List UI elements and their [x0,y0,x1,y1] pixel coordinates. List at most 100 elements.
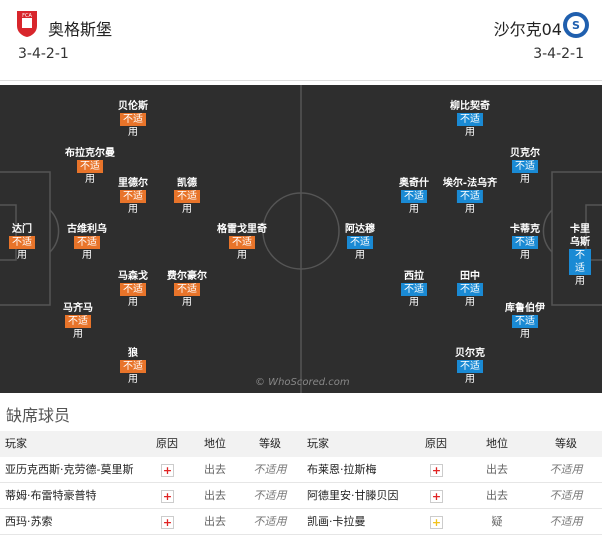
player-badge-tail: 用 [128,374,138,385]
player: 布拉克尔曼 不适用 [65,147,115,186]
player-badge-tail: 用 [520,250,530,261]
home-formation: 3-4-2-1 [18,46,69,62]
player-badge-tail: 用 [409,297,419,308]
player-badge: 不适 [569,249,591,275]
rating: 不适用 [549,463,583,476]
player-badge-tail: 用 [85,174,95,185]
player-name[interactable]: 里德尔 [118,178,148,189]
player-badge-tail: 用 [182,297,192,308]
reason-icon: + [430,516,443,529]
player-badge-tail: 用 [355,250,365,261]
player-badge-tail: 用 [520,174,530,185]
reason-icon: + [161,516,174,529]
player-name[interactable]: 古维利乌 [67,224,107,235]
player-name[interactable]: 布莱恩·拉斯梅 [307,463,377,476]
player-badge-tail: 用 [237,250,247,261]
column-header: 等级 [555,437,577,450]
player: 古维利乌 不适用 [67,223,107,262]
player-badge: 不适 [9,236,35,249]
player: 贝克尔 不适用 [510,147,540,186]
reason-icon: + [161,490,174,503]
player-badge: 不适 [74,236,100,249]
player: 马齐马 不适用 [63,302,93,341]
away-logo: S [563,12,589,38]
player-badge: 不适 [77,160,103,173]
column-header: 地位 [486,437,508,450]
reason-icon: + [430,490,443,503]
player-badge-tail: 用 [73,329,83,340]
player: 格雷戈里奇 不适用 [217,223,267,262]
home-team[interactable]: 奥格斯堡 [48,20,113,39]
player-name[interactable]: 达门 [12,224,32,235]
player: 狼不适用 [120,347,146,386]
away-team[interactable]: 沙尔克04 [493,20,562,39]
player-name[interactable]: 柳比契奇 [450,101,490,112]
status: 疑 [491,515,503,528]
player-badge: 不适 [512,315,538,328]
player-name[interactable]: 奥奇什 [399,178,429,189]
player-badge-tail: 用 [182,204,192,215]
player-name[interactable]: 西拉 [404,271,424,282]
player-name[interactable]: 亚历克西斯·克劳德-莫里斯 [5,463,134,476]
row-divider [0,534,602,535]
player-badge: 不适 [401,283,427,296]
player-badge-tail: 用 [465,297,475,308]
player-name[interactable]: 库鲁伯伊 [505,303,545,314]
table-header-bg [0,431,602,457]
player-badge-tail: 用 [82,250,92,261]
player-name[interactable]: 阿达穆 [345,224,375,235]
player-badge-tail: 用 [128,204,138,215]
rating: 不适用 [253,489,287,502]
player-badge: 不适 [457,360,483,373]
header: FCA 奥格斯堡 3-4-2-1 沙尔克04 S 3-4-2-1 [0,0,602,81]
row-divider [0,508,602,509]
player-badge-tail: 用 [465,374,475,385]
player-name[interactable]: 布拉克尔曼 [65,148,115,159]
player-name[interactable]: 凯画·卡拉曼 [307,515,366,528]
player-name[interactable]: 贝尔克 [455,348,485,359]
player-badge: 不适 [65,315,91,328]
player: 凯德 不适用 [174,177,200,216]
player-badge-tail: 用 [409,204,419,215]
svg-text:S: S [572,19,580,32]
player-badge: 不适 [512,160,538,173]
player-name[interactable]: 田中 [460,271,480,282]
rating: 不适用 [549,489,583,502]
player-badge-tail: 用 [465,127,475,138]
player-name[interactable]: 蒂姆·布雷特豪普特 [5,489,97,502]
player-badge: 不适 [174,190,200,203]
absent-table: 玩家 原因 地位 等级 玩家 原因 地位 等级 亚历克西斯·克劳德-莫里斯 + 出去 不适用 布莱恩·拉… [0,431,602,548]
player-name[interactable]: 阿德里安·甘滕贝因 [307,489,399,502]
player-name[interactable]: 埃尔-法乌齐 [442,178,498,189]
player: 卡里乌斯 不适用 [569,223,591,288]
player-name[interactable]: 卡里乌斯 [570,224,590,248]
player-badge-tail: 用 [465,204,475,215]
home-logo: FCA [17,11,37,37]
player: 里德尔 不适用 [118,177,148,216]
status: 出去 [204,515,226,528]
player-name[interactable]: 马森戈 [118,271,148,282]
status: 出去 [486,489,508,502]
row-divider [0,482,602,483]
player: 库鲁伯伊 不适用 [505,302,545,341]
player-name[interactable]: 费尔豪尔 [167,271,207,282]
player: 卡蒂克 不适用 [510,223,540,262]
player-name[interactable]: 凯德 [177,178,197,189]
pitch: © WhoScored.com 贝伦斯 不适用布拉克尔曼 不适用里德尔 不适用凯德 不适… [0,85,602,393]
player-name[interactable]: 贝克尔 [510,148,540,159]
column-header: 原因 [425,437,447,450]
player: 达门 不适用 [9,223,35,262]
player-badge: 不适 [457,190,483,203]
column-header: 地位 [204,437,226,450]
player-name[interactable]: 卡蒂克 [510,224,540,235]
column-header: 原因 [156,437,178,450]
player: 柳比契奇 不适用 [450,100,490,139]
player-badge-tail: 用 [17,250,27,261]
player-name[interactable]: 贝伦斯 [118,101,148,112]
player-name[interactable]: 西玛·苏索 [5,515,53,528]
player-name[interactable]: 格雷戈里奇 [217,224,267,235]
player-name[interactable]: 狼 [128,348,138,359]
player-name[interactable]: 马齐马 [63,303,93,314]
player: 贝尔克 不适用 [455,347,485,386]
